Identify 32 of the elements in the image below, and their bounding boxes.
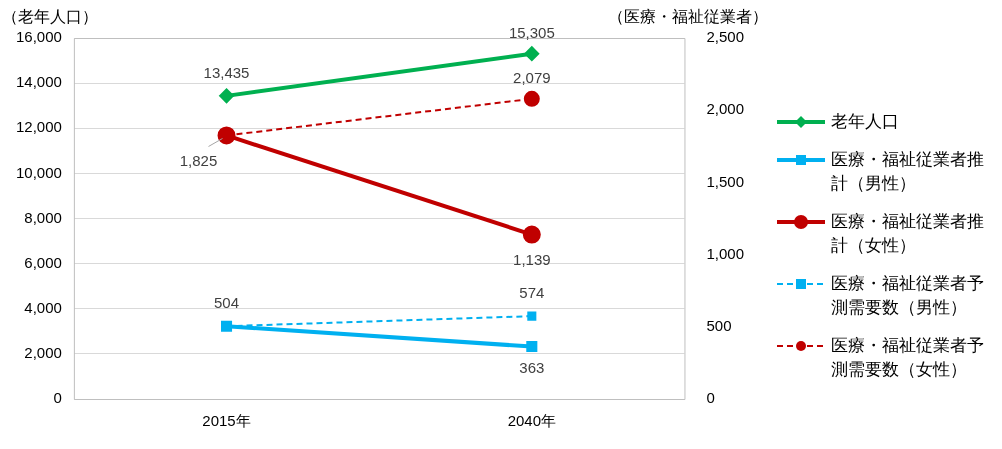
legend-label: 医療・福祉従業者予測需要数（男性） xyxy=(831,273,985,319)
x-tick-label: 2015年 xyxy=(202,412,251,430)
y2-tick-label: 500 xyxy=(706,316,732,334)
y2-tick-label: 2,500 xyxy=(706,28,745,46)
y-axis-title: （老年人口） xyxy=(2,8,98,26)
y2-tick-label: 1,500 xyxy=(706,172,745,190)
y2-tick-label: 1,000 xyxy=(706,244,745,262)
data-label: 363 xyxy=(519,358,545,376)
data-label: 15,305 xyxy=(508,23,555,41)
y-tick-label: 16,000 xyxy=(15,28,62,46)
y-tick-label: 8,000 xyxy=(24,208,62,226)
y-tick-label: 14,000 xyxy=(15,73,62,91)
y-tick-label: 12,000 xyxy=(15,118,62,136)
data-label: 574 xyxy=(519,284,545,302)
data-label: 13,435 xyxy=(203,64,250,82)
data-label: 1,139 xyxy=(513,250,551,268)
data-label: 504 xyxy=(214,294,240,312)
y2-tick-label: 2,000 xyxy=(706,100,745,118)
data-label: 2,079 xyxy=(513,68,551,86)
y-tick-label: 2,000 xyxy=(24,344,62,362)
x-tick-label: 2040年 xyxy=(507,412,556,430)
y-tick-label: 10,000 xyxy=(15,163,62,181)
legend-label: 老年人口 xyxy=(831,111,899,133)
legend-label: 医療・福祉従業者推計（男性） xyxy=(831,149,985,195)
y2-tick-label: 0 xyxy=(706,389,715,407)
y2-axis-title: （医療・福祉従業者） xyxy=(608,8,768,26)
legend-label: 医療・福祉従業者推計（女性） xyxy=(831,211,985,257)
data-label: 1,825 xyxy=(179,151,218,169)
y-tick-label: 6,000 xyxy=(24,253,62,271)
y-tick-label: 4,000 xyxy=(24,298,62,316)
y-tick-label: 0 xyxy=(53,389,62,407)
legend-label: 医療・福祉従業者予測需要数（女性） xyxy=(831,335,985,381)
